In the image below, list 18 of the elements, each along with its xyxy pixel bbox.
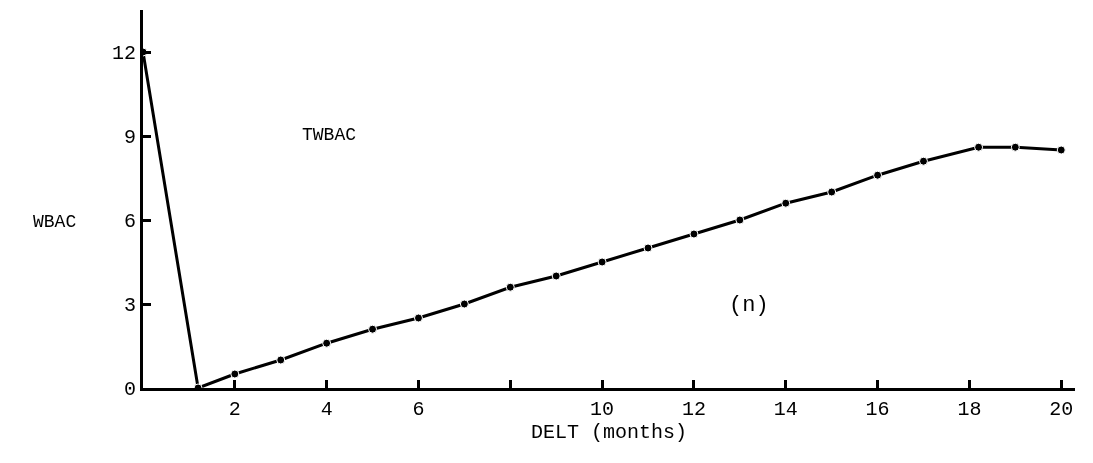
y-tick-label: 0 xyxy=(123,378,136,401)
x-tick-label: 6 xyxy=(412,398,425,421)
y-tick-label: 12 xyxy=(111,42,136,65)
x-tick-label: 18 xyxy=(957,398,982,421)
text: TWBAC xyxy=(302,125,357,145)
x-tick-label: 4 xyxy=(320,398,333,421)
x-tick-label: 2 xyxy=(228,398,241,421)
y-axis-title: WBAC xyxy=(33,212,77,232)
x-tick-label: 20 xyxy=(1049,398,1074,421)
x-tick-label: 12 xyxy=(681,398,706,421)
x-tick-label: 10 xyxy=(590,398,615,421)
x-tick-label: 14 xyxy=(773,398,798,421)
annotation: (n) xyxy=(729,293,769,318)
x-axis-title: DELT (months) xyxy=(530,421,688,444)
y-tick-label: 3 xyxy=(123,294,136,317)
y-tick-label: 6 xyxy=(123,210,136,233)
x-tick-label: 16 xyxy=(865,398,890,421)
y-tick-label: 9 xyxy=(123,126,136,149)
